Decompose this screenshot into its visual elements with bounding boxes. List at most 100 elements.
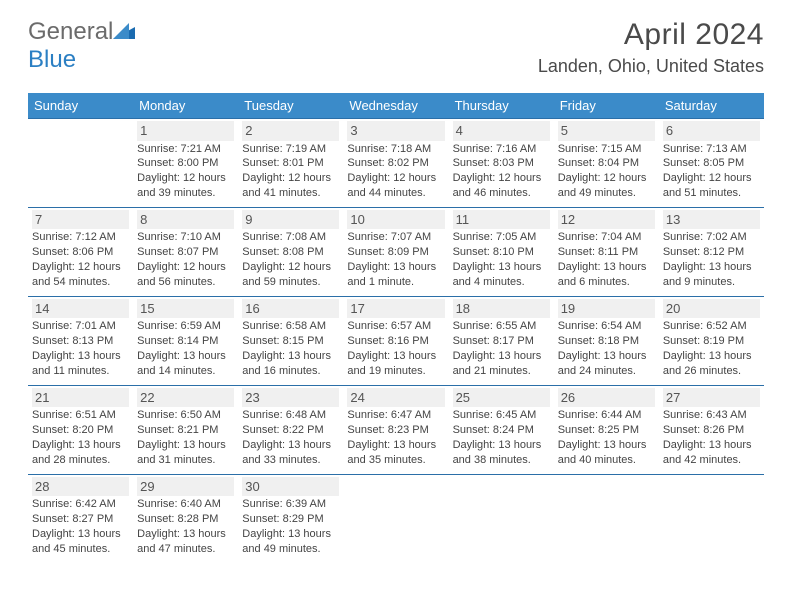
daylight-line-1: Daylight: 12 hours	[242, 260, 339, 275]
daylight-line-2: and 21 minutes.	[453, 364, 550, 379]
daylight-line-1: Daylight: 12 hours	[32, 260, 129, 275]
daylight-line-1: Daylight: 13 hours	[347, 349, 444, 364]
weekday-header: Friday	[554, 93, 659, 119]
day-number: 17	[347, 299, 444, 319]
daylight-line-2: and 11 minutes.	[32, 364, 129, 379]
calendar-cell: 28Sunrise: 6:42 AMSunset: 8:27 PMDayligh…	[28, 474, 133, 562]
daylight-line-1: Daylight: 13 hours	[242, 527, 339, 542]
calendar-row: 21Sunrise: 6:51 AMSunset: 8:20 PMDayligh…	[28, 385, 764, 474]
day-number: 1	[137, 121, 234, 141]
calendar-row: 28Sunrise: 6:42 AMSunset: 8:27 PMDayligh…	[28, 474, 764, 562]
sunrise-line: Sunrise: 6:42 AM	[32, 497, 129, 512]
calendar-cell: 2Sunrise: 7:19 AMSunset: 8:01 PMDaylight…	[238, 119, 343, 208]
sunset-line: Sunset: 8:12 PM	[663, 245, 760, 260]
sunrise-line: Sunrise: 7:16 AM	[453, 142, 550, 157]
daylight-line-1: Daylight: 13 hours	[137, 527, 234, 542]
sunset-line: Sunset: 8:10 PM	[453, 245, 550, 260]
daylight-line-2: and 26 minutes.	[663, 364, 760, 379]
day-number: 5	[558, 121, 655, 141]
calendar-cell: 7Sunrise: 7:12 AMSunset: 8:06 PMDaylight…	[28, 207, 133, 296]
sunrise-line: Sunrise: 6:47 AM	[347, 408, 444, 423]
calendar-cell: 20Sunrise: 6:52 AMSunset: 8:19 PMDayligh…	[659, 296, 764, 385]
weekday-header: Tuesday	[238, 93, 343, 119]
day-number: 7	[32, 210, 129, 230]
daylight-line-1: Daylight: 13 hours	[663, 260, 760, 275]
calendar-cell: 15Sunrise: 6:59 AMSunset: 8:14 PMDayligh…	[133, 296, 238, 385]
sunset-line: Sunset: 8:26 PM	[663, 423, 760, 438]
sunrise-line: Sunrise: 6:52 AM	[663, 319, 760, 334]
calendar-cell: 27Sunrise: 6:43 AMSunset: 8:26 PMDayligh…	[659, 385, 764, 474]
daylight-line-2: and 46 minutes.	[453, 186, 550, 201]
daylight-line-2: and 42 minutes.	[663, 453, 760, 468]
day-number: 19	[558, 299, 655, 319]
calendar-cell-empty	[343, 474, 448, 562]
day-number: 16	[242, 299, 339, 319]
weekday-header: Monday	[133, 93, 238, 119]
day-number: 13	[663, 210, 760, 230]
daylight-line-2: and 1 minute.	[347, 275, 444, 290]
daylight-line-2: and 38 minutes.	[453, 453, 550, 468]
calendar-cell: 10Sunrise: 7:07 AMSunset: 8:09 PMDayligh…	[343, 207, 448, 296]
sunrise-line: Sunrise: 7:13 AM	[663, 142, 760, 157]
location: Landen, Ohio, United States	[538, 56, 764, 77]
sunrise-line: Sunrise: 6:54 AM	[558, 319, 655, 334]
logo-text: General Blue	[28, 18, 135, 74]
weekday-header: Saturday	[659, 93, 764, 119]
sunset-line: Sunset: 8:13 PM	[32, 334, 129, 349]
calendar-cell: 13Sunrise: 7:02 AMSunset: 8:12 PMDayligh…	[659, 207, 764, 296]
daylight-line-1: Daylight: 13 hours	[32, 438, 129, 453]
daylight-line-2: and 41 minutes.	[242, 186, 339, 201]
day-number: 28	[32, 477, 129, 497]
calendar-head: SundayMondayTuesdayWednesdayThursdayFrid…	[28, 93, 764, 119]
daylight-line-1: Daylight: 13 hours	[453, 349, 550, 364]
sunset-line: Sunset: 8:16 PM	[347, 334, 444, 349]
day-number: 4	[453, 121, 550, 141]
sunset-line: Sunset: 8:06 PM	[32, 245, 129, 260]
sunrise-line: Sunrise: 7:12 AM	[32, 230, 129, 245]
sunset-line: Sunset: 8:14 PM	[137, 334, 234, 349]
day-number: 2	[242, 121, 339, 141]
daylight-line-1: Daylight: 12 hours	[137, 260, 234, 275]
sunset-line: Sunset: 8:09 PM	[347, 245, 444, 260]
daylight-line-2: and 47 minutes.	[137, 542, 234, 557]
calendar-row: 7Sunrise: 7:12 AMSunset: 8:06 PMDaylight…	[28, 207, 764, 296]
calendar-cell: 18Sunrise: 6:55 AMSunset: 8:17 PMDayligh…	[449, 296, 554, 385]
sunset-line: Sunset: 8:07 PM	[137, 245, 234, 260]
daylight-line-2: and 19 minutes.	[347, 364, 444, 379]
daylight-line-1: Daylight: 13 hours	[137, 349, 234, 364]
daylight-line-1: Daylight: 13 hours	[558, 438, 655, 453]
day-number: 18	[453, 299, 550, 319]
day-number: 24	[347, 388, 444, 408]
calendar-cell: 8Sunrise: 7:10 AMSunset: 8:07 PMDaylight…	[133, 207, 238, 296]
sunset-line: Sunset: 8:21 PM	[137, 423, 234, 438]
sunset-line: Sunset: 8:02 PM	[347, 156, 444, 171]
sunset-line: Sunset: 8:04 PM	[558, 156, 655, 171]
sunrise-line: Sunrise: 6:39 AM	[242, 497, 339, 512]
logo: General Blue	[28, 18, 135, 74]
calendar-cell: 25Sunrise: 6:45 AMSunset: 8:24 PMDayligh…	[449, 385, 554, 474]
daylight-line-2: and 56 minutes.	[137, 275, 234, 290]
sunrise-line: Sunrise: 7:10 AM	[137, 230, 234, 245]
sunrise-line: Sunrise: 7:07 AM	[347, 230, 444, 245]
daylight-line-2: and 35 minutes.	[347, 453, 444, 468]
logo-part1: General	[28, 18, 113, 45]
sunset-line: Sunset: 8:25 PM	[558, 423, 655, 438]
daylight-line-2: and 24 minutes.	[558, 364, 655, 379]
sunset-line: Sunset: 8:20 PM	[32, 423, 129, 438]
day-number: 26	[558, 388, 655, 408]
calendar-table: SundayMondayTuesdayWednesdayThursdayFrid…	[28, 93, 764, 563]
logo-part2: Blue	[28, 46, 76, 73]
calendar-cell-empty	[28, 119, 133, 208]
day-number: 23	[242, 388, 339, 408]
sunrise-line: Sunrise: 6:58 AM	[242, 319, 339, 334]
daylight-line-2: and 9 minutes.	[663, 275, 760, 290]
daylight-line-1: Daylight: 13 hours	[32, 349, 129, 364]
sunset-line: Sunset: 8:28 PM	[137, 512, 234, 527]
daylight-line-2: and 59 minutes.	[242, 275, 339, 290]
calendar-cell: 19Sunrise: 6:54 AMSunset: 8:18 PMDayligh…	[554, 296, 659, 385]
sunset-line: Sunset: 8:22 PM	[242, 423, 339, 438]
daylight-line-1: Daylight: 13 hours	[242, 438, 339, 453]
daylight-line-2: and 28 minutes.	[32, 453, 129, 468]
daylight-line-2: and 49 minutes.	[558, 186, 655, 201]
sunrise-line: Sunrise: 6:48 AM	[242, 408, 339, 423]
